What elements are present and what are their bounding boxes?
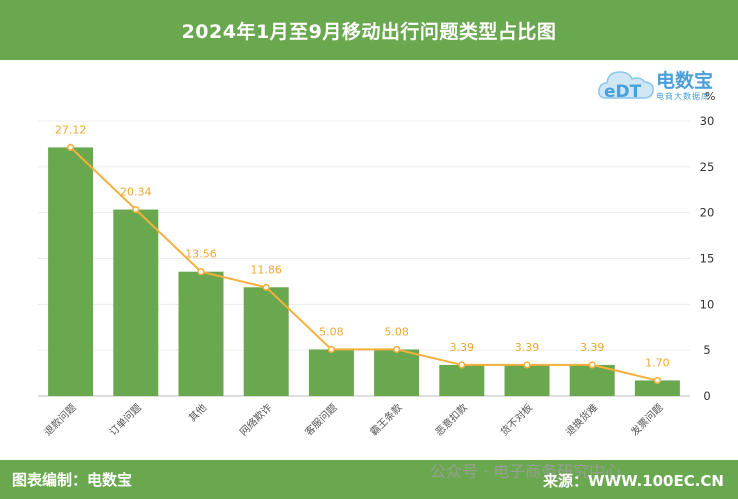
data-label: 20.34 <box>120 186 152 199</box>
line-point <box>66 143 75 151</box>
bar <box>308 349 354 396</box>
x-tick-label: 其他 <box>186 401 209 424</box>
edt-cloud-logo-icon: eDT <box>598 71 654 102</box>
trend-line-path <box>69 146 658 382</box>
chart-header: 2024年1月至9月移动出行问题类型占比图 <box>0 0 738 60</box>
line-point <box>393 345 401 354</box>
x-axis-labels: 退款问题 订单问题 其他 网络欺诈 客服问题 霸王条款 恶意扣款 货不对板 退换货难 发票问题 <box>41 401 665 438</box>
data-label: 5.08 <box>384 325 409 338</box>
y-tick-label: 15 <box>700 252 715 266</box>
data-label: 3.39 <box>580 341 605 354</box>
bar <box>634 380 680 396</box>
bar <box>243 287 289 396</box>
data-label: 3.39 <box>515 341 540 354</box>
y-axis-ticks: 0 5 10 15 20 25 30 <box>700 114 715 403</box>
y-tick-label: 30 <box>700 114 715 128</box>
x-tick-label: 货不对板 <box>498 401 535 438</box>
data-label: 5.08 <box>319 325 344 338</box>
y-tick-label: 0 <box>703 389 710 403</box>
bar <box>504 364 550 396</box>
data-label: 11.86 <box>250 263 282 276</box>
y-axis-unit: % <box>705 90 716 103</box>
chart-footer: 图表编制：电数宝 公众号 · 电子商务研究中心 来源：WWW.100EC.CN <box>0 460 738 499</box>
line-point <box>458 361 466 369</box>
x-tick-label: 霸王条款 <box>367 401 404 438</box>
data-label: 13.56 <box>185 248 217 261</box>
logo-brand: 电数宝 <box>656 70 714 92</box>
bar <box>48 147 94 396</box>
line-point <box>197 268 205 276</box>
line-point <box>653 376 662 385</box>
bar <box>439 364 485 396</box>
y-tick-label: 5 <box>703 343 710 357</box>
bar <box>374 349 420 396</box>
bar-line-chart: 0 5 10 15 20 25 30 退款问题 订单问题 其他 网络欺诈 客服问题 霸王条款 恶意扣款货… <box>38 114 715 438</box>
svg-text:eDT: eDT <box>604 82 642 102</box>
y-tick-label: 25 <box>700 160 715 174</box>
footer-credit: 图表编制：电数宝 <box>12 471 133 489</box>
bar <box>569 364 615 396</box>
line-point <box>523 361 531 369</box>
bar <box>178 271 224 396</box>
data-label: 27.12 <box>55 123 87 136</box>
chart-title: 2024年1月至9月移动出行问题类型占比图 <box>181 20 557 43</box>
y-tick-label: 20 <box>700 206 715 220</box>
x-tick-label: 恶意扣款 <box>432 401 469 438</box>
x-tick-label: 客服问题 <box>302 401 339 438</box>
y-tick-label: 10 <box>700 297 715 311</box>
line-point <box>588 361 596 369</box>
logo-subtitle: 电商大数据库 <box>656 92 710 101</box>
line-point <box>132 205 140 214</box>
footer-source: 来源：WWW.100EC.CN <box>543 472 724 490</box>
x-tick-label: 退换货难 <box>563 401 600 438</box>
x-tick-label: 网络欺诈 <box>237 401 274 438</box>
line-point <box>262 283 270 291</box>
line-point <box>327 345 336 354</box>
data-labels: 27.12 20.34 13.56 11.86 5.08 5.08 3.39 3.39 3.39… <box>55 123 670 369</box>
bar <box>113 209 159 396</box>
data-label: 1.70 <box>645 356 670 369</box>
x-tick-label: 发票问题 <box>628 401 665 438</box>
trend-line <box>66 143 662 385</box>
x-tick-label: 订单问题 <box>106 401 143 438</box>
bars <box>48 147 680 396</box>
watermark: 公众号 · 电子商务研究中心 <box>430 462 622 481</box>
data-label: 3.39 <box>450 341 475 354</box>
x-tick-label: 退款问题 <box>41 401 78 438</box>
brand-logo: eDT 电数宝 电商大数据库 <box>596 64 714 104</box>
